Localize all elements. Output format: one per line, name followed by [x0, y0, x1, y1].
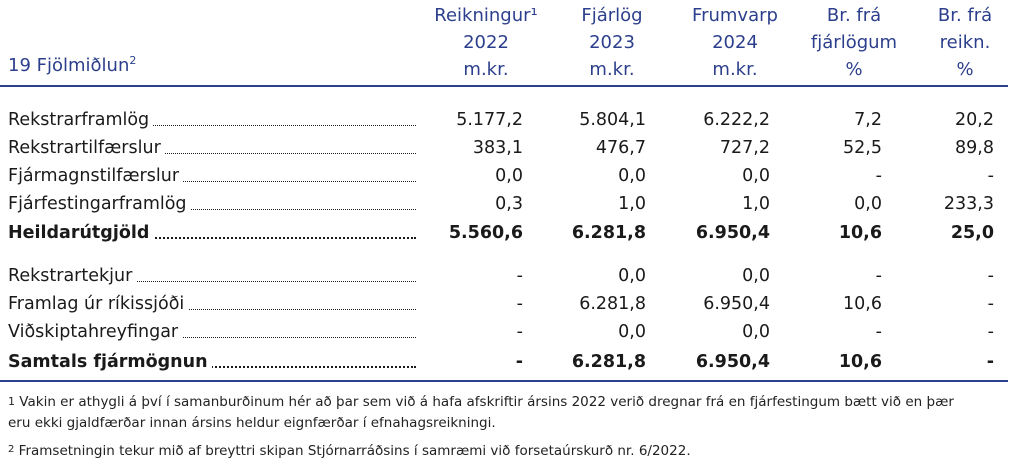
cell-br-fjarlogum: 52,5: [843, 138, 882, 158]
leader-dots: [16, 181, 416, 182]
footnote-2: 2 Framsetningin tekur mið af breyttri sk…: [8, 441, 1008, 462]
row-label: Viðskiptahreyfingar: [8, 322, 183, 342]
cell-fjarlog: 0,0: [618, 322, 646, 342]
cell-fjarlog: 0,0: [618, 166, 646, 186]
row-label: Rekstrarframlög: [8, 110, 154, 130]
column-header-fjarlog: Fjárlög 2023 m.kr.: [581, 5, 643, 80]
column-header-frumvarp: Frumvarp 2024 m.kr.: [692, 5, 778, 80]
leader-dots: [16, 125, 416, 126]
cell-frumvarp: 6.222,2: [703, 110, 770, 130]
table-row: Fjárfestingarframlög 0,3 1,0 1,0 0,0 233…: [0, 190, 1008, 218]
table-row: Rekstrartekjur - 0,0 0,0 - -: [0, 262, 1008, 290]
cell-frumvarp: 0,0: [742, 322, 770, 342]
cell-fjarlog: 6.281,8: [571, 223, 646, 243]
leader-dots: [16, 209, 416, 210]
row-label: Rekstrartilfærslur: [8, 138, 165, 158]
leader-dots: [16, 153, 416, 154]
row-label: Framlag úr ríkissjóði: [8, 294, 189, 314]
row-label: Heildarútgjöld: [8, 223, 154, 243]
cell-fjarlog: 476,7: [595, 138, 646, 158]
table-row: Fjármagnstilfærslur 0,0 0,0 0,0 - -: [0, 162, 1008, 190]
cell-frumvarp: 0,0: [742, 166, 770, 186]
cell-reikningur: 383,1: [472, 138, 523, 158]
table-row: Viðskiptahreyfingar - 0,0 0,0 - -: [0, 318, 1008, 346]
cell-fjarlog: 6.281,8: [571, 352, 646, 372]
bottom-rule: [0, 380, 1008, 382]
table-row: Framlag úr ríkissjóði - 6.281,8 6.950,4 …: [0, 290, 1008, 318]
cell-br-reikn: -: [987, 322, 994, 342]
cell-br-fjarlogum: -: [875, 166, 882, 186]
cell-fjarlog: 6.281,8: [579, 294, 646, 314]
title-footnote-marker: 2: [129, 54, 137, 67]
footnote-text: Framsetningin tekur mið af breyttri skip…: [18, 443, 691, 459]
cell-fjarlog: 0,0: [618, 266, 646, 286]
leader-dots: [16, 309, 416, 310]
leader-dots: [16, 366, 416, 368]
total-row: Samtals fjármögnun - 6.281,8 6.950,4 10,…: [0, 348, 1008, 376]
table-row: Rekstrarframlög 5.177,2 5.804,1 6.222,2 …: [0, 106, 1008, 134]
cell-br-fjarlogum: 10,6: [843, 294, 882, 314]
cell-fjarlog: 5.804,1: [579, 110, 646, 130]
cell-reikningur: 0,0: [495, 166, 523, 186]
cell-br-fjarlogum: -: [875, 322, 882, 342]
row-label: Fjármagnstilfærslur: [8, 166, 184, 186]
cell-br-fjarlogum: 0,0: [854, 194, 882, 214]
cell-frumvarp: 0,0: [742, 266, 770, 286]
footnote-marker: 2: [8, 444, 15, 455]
footnote-text: Vakin er athygli á því í samanburðinum h…: [19, 394, 954, 410]
cell-frumvarp: 6.950,4: [695, 352, 770, 372]
footnote-text: eru ekki gjaldfærðar innan ársins heldur…: [8, 415, 496, 431]
cell-br-fjarlogum: 7,2: [854, 110, 882, 130]
cell-br-reikn: 20,2: [955, 110, 994, 130]
total-row: Heildarútgjöld 5.560,6 6.281,8 6.950,4 1…: [0, 219, 1008, 247]
header-rule: [0, 85, 1008, 87]
cell-br-reikn: 25,0: [950, 223, 994, 243]
cell-br-reikn: -: [986, 352, 994, 372]
row-label: Fjárfestingarframlög: [8, 194, 191, 214]
column-header-br-reikn: Br. frá reikn. %: [937, 5, 993, 80]
column-header-br-fjarlogum: Br. frá fjárlögum %: [810, 5, 898, 80]
cell-frumvarp: 6.950,4: [695, 223, 770, 243]
cell-reikningur: 0,3: [495, 194, 523, 214]
cell-br-reikn: -: [987, 166, 994, 186]
cell-reikningur: 5.560,6: [448, 223, 523, 243]
cell-br-fjarlogum: 10,6: [838, 223, 882, 243]
footnote-1: 1 Vakin er athygli á því í samanburðinum…: [8, 392, 1008, 434]
row-label: Samtals fjármögnun: [8, 352, 212, 372]
cell-reikningur: -: [516, 266, 523, 286]
column-header-reikningur: Reikningur¹ 2022 m.kr.: [434, 5, 538, 80]
cell-br-reikn: 89,8: [955, 138, 994, 158]
leader-dots: [16, 281, 416, 282]
cell-frumvarp: 727,2: [719, 138, 770, 158]
cell-br-fjarlogum: -: [875, 266, 882, 286]
row-label: Rekstrartekjur: [8, 266, 137, 286]
cell-br-reikn: 233,3: [943, 194, 994, 214]
leader-dots: [16, 337, 416, 338]
cell-frumvarp: 1,0: [742, 194, 770, 214]
cell-br-fjarlogum: 10,6: [838, 352, 882, 372]
cell-br-reikn: -: [987, 294, 994, 314]
cell-frumvarp: 6.950,4: [703, 294, 770, 314]
table-title: 19 Fjölmiðlun2: [8, 54, 137, 76]
footnote-marker: 1: [8, 395, 15, 408]
cell-fjarlog: 1,0: [618, 194, 646, 214]
cell-reikningur: -: [515, 352, 523, 372]
table-row: Rekstrartilfærslur 383,1 476,7 727,2 52,…: [0, 134, 1008, 162]
cell-reikningur: -: [516, 294, 523, 314]
cell-reikningur: 5.177,2: [456, 110, 523, 130]
cell-br-reikn: -: [987, 266, 994, 286]
leader-dots: [16, 237, 416, 239]
cell-reikningur: -: [516, 322, 523, 342]
